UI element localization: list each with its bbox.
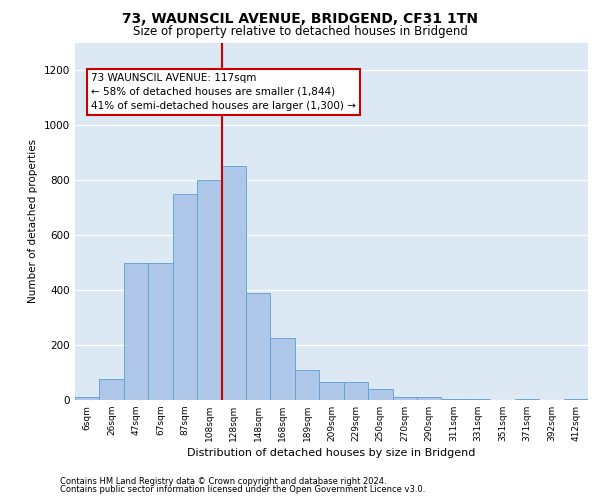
Bar [148,262,173,400]
Bar [442,398,466,400]
Bar [319,382,344,400]
Bar [466,398,490,400]
Y-axis label: Number of detached properties: Number of detached properties [28,139,38,304]
Bar [417,397,442,400]
Text: Contains public sector information licensed under the Open Government Licence v3: Contains public sector information licen… [60,484,425,494]
Text: 73 WAUNSCIL AVENUE: 117sqm
← 58% of detached houses are smaller (1,844)
41% of s: 73 WAUNSCIL AVENUE: 117sqm ← 58% of deta… [91,72,356,111]
Text: Size of property relative to detached houses in Bridgend: Size of property relative to detached ho… [133,25,467,38]
Bar [75,397,100,400]
Bar [515,398,539,400]
Bar [344,382,368,400]
Text: 73, WAUNSCIL AVENUE, BRIDGEND, CF31 1TN: 73, WAUNSCIL AVENUE, BRIDGEND, CF31 1TN [122,12,478,26]
Bar [221,166,246,400]
Bar [246,292,271,400]
Text: Contains HM Land Registry data © Crown copyright and database right 2024.: Contains HM Land Registry data © Crown c… [60,477,386,486]
Bar [392,397,417,400]
Bar [173,194,197,400]
Bar [271,338,295,400]
X-axis label: Distribution of detached houses by size in Bridgend: Distribution of detached houses by size … [187,448,476,458]
Bar [197,180,221,400]
Bar [124,262,148,400]
Bar [368,389,392,400]
Bar [563,398,588,400]
Bar [100,380,124,400]
Bar [295,370,319,400]
